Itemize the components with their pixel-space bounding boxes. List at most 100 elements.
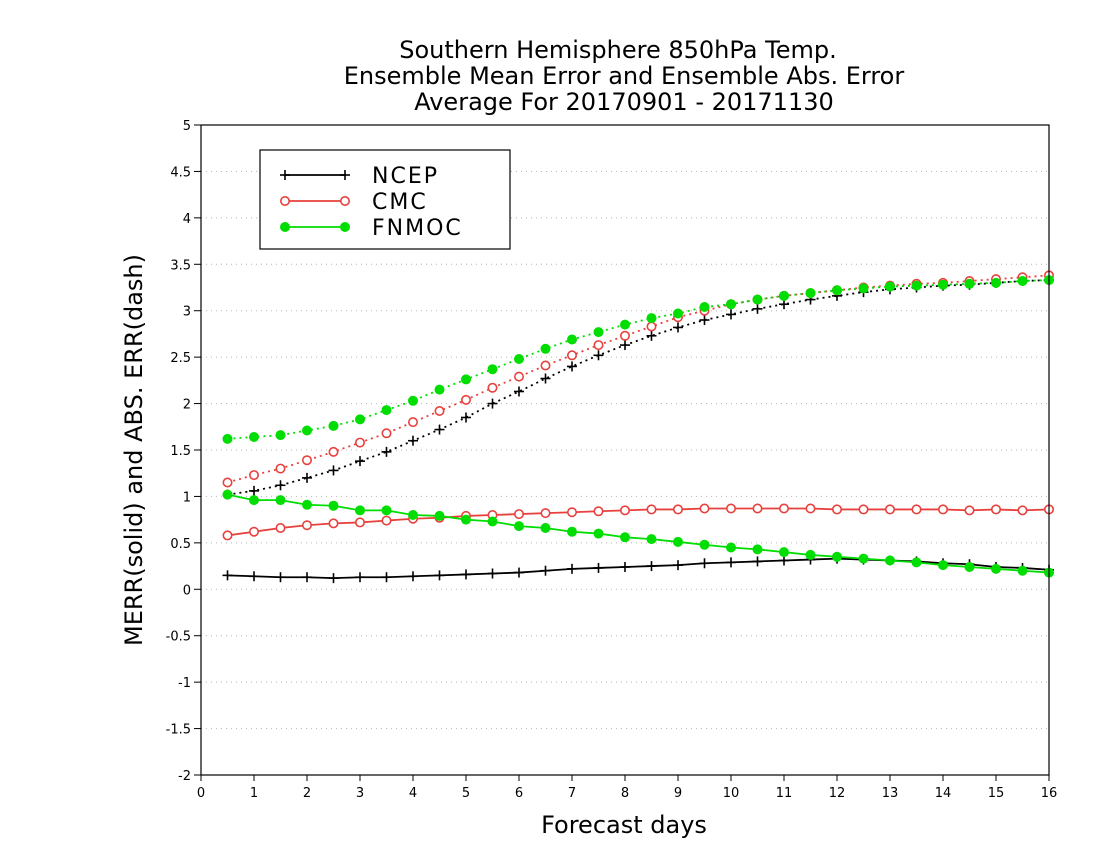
- ncep-merr-point: [381, 572, 392, 583]
- x-tick-label: 12: [829, 786, 846, 801]
- cmc-abs-err-point: [328, 446, 339, 457]
- legend-box: [259, 149, 511, 250]
- fnmoc-abs-err-point: [275, 430, 286, 441]
- cmc-abs-err-point: [513, 371, 524, 382]
- fnmoc-abs-err-point: [938, 279, 948, 290]
- cmc-abs-err-line: [227, 274, 1050, 484]
- series-fnmoc: [222, 275, 1054, 578]
- x-tick-label: 8: [621, 786, 629, 801]
- ncep-abs-err-point: [249, 485, 259, 496]
- ncep-abs-err-point: [593, 350, 604, 361]
- ncep-merr-point: [620, 562, 630, 572]
- ncep-abs-err-point: [408, 435, 418, 446]
- cmc-abs-err-point: [354, 437, 365, 448]
- ncep-merr-point: [752, 556, 763, 567]
- fnmoc-merr-point: [593, 528, 604, 539]
- fnmoc-abs-err-point: [487, 364, 498, 375]
- cmc-merr-point: [275, 522, 286, 533]
- fnmoc-merr-point: [355, 505, 365, 516]
- fnmoc-merr-point: [1017, 565, 1028, 576]
- fnmoc-abs-err-point: [726, 299, 736, 310]
- fnmoc-abs-err-point: [911, 280, 922, 291]
- cmc-merr-point: [566, 507, 577, 518]
- legend-item-fnmoc: FNMOC: [280, 216, 463, 241]
- x-tick-label: 4: [409, 786, 417, 801]
- fnmoc-abs-err-point: [593, 327, 604, 338]
- fnmoc-abs-err-point: [646, 313, 657, 324]
- ncep-merr-point: [434, 570, 445, 581]
- fnmoc-merr-point: [752, 544, 763, 555]
- fnmoc-merr-point: [487, 516, 498, 527]
- cmc-abs-err-point: [619, 330, 630, 341]
- y-tick-label: -1.5: [166, 723, 191, 738]
- y-tick-label: -0.5: [166, 630, 191, 645]
- fnmoc-abs-err-point: [964, 278, 975, 289]
- legend-label: CMC: [372, 190, 428, 215]
- fnmoc-merr-point: [911, 557, 922, 568]
- x-tick-label: 3: [356, 786, 364, 801]
- fnmoc-abs-err-point: [752, 294, 763, 305]
- ncep-merr-point: [699, 558, 710, 569]
- ncep-abs-err-point: [646, 330, 657, 341]
- y-tick-label: 2.5: [170, 351, 191, 366]
- ncep-merr-point: [461, 569, 471, 580]
- x-tick-label: 0: [197, 786, 205, 801]
- ncep-abs-err-point: [355, 456, 365, 467]
- ncep-merr-point: [355, 572, 365, 583]
- fnmoc-merr-point: [646, 534, 657, 545]
- x-tick-label: 6: [515, 786, 523, 801]
- cmc-merr-point: [354, 517, 365, 528]
- x-axis-ticks: 0 1 2 3 4 5 6 7 8 9 10 11 12 13 14 15 16: [197, 775, 1057, 801]
- fnmoc-abs-err-point: [673, 308, 683, 319]
- ncep-merr-point: [302, 572, 312, 583]
- ncep-merr-point: [540, 565, 551, 576]
- fnmoc-merr-point: [620, 532, 630, 543]
- y-tick-label: 0: [183, 583, 191, 598]
- legend-marker: [340, 170, 350, 180]
- grid-lines: [201, 170, 1049, 730]
- ncep-abs-err-point: [302, 472, 312, 483]
- fnmoc-abs-err-point: [381, 405, 392, 416]
- legend-marker: [280, 222, 290, 232]
- y-tick-label: 3.5: [170, 258, 191, 273]
- cmc-merr-point: [805, 503, 816, 514]
- cmc-merr-point: [249, 526, 260, 537]
- fnmoc-merr-point: [567, 526, 577, 537]
- fnmoc-abs-err-point: [540, 343, 551, 354]
- legend-label: FNMOC: [372, 216, 463, 241]
- cmc-abs-err-point: [593, 340, 604, 351]
- fnmoc-merr-point: [222, 489, 233, 500]
- x-tick-label: 14: [935, 786, 952, 801]
- cmc-merr-point: [858, 504, 869, 515]
- ncep-merr-point: [328, 573, 339, 584]
- fnmoc-abs-err-point: [699, 302, 710, 312]
- fnmoc-merr-point: [381, 505, 392, 516]
- cmc-merr-point: [619, 505, 630, 516]
- cmc-abs-err-point: [222, 477, 233, 488]
- cmc-merr-point: [593, 506, 604, 517]
- ncep-merr-point: [222, 570, 233, 581]
- cmc-merr-point: [646, 504, 657, 515]
- fnmoc-merr-point: [964, 562, 975, 572]
- cmc-abs-err-point: [407, 417, 418, 428]
- fnmoc-merr-point: [673, 536, 683, 547]
- fnmoc-abs-err-point: [355, 414, 365, 425]
- fnmoc-abs-err-point: [1017, 276, 1028, 286]
- y-tick-label: -1: [178, 676, 191, 691]
- cmc-abs-err-point: [460, 394, 471, 405]
- cmc-merr-point: [937, 504, 948, 515]
- legend-marker: [339, 196, 350, 207]
- cmc-merr-point: [381, 515, 392, 526]
- ncep-abs-err-point: [620, 340, 630, 351]
- fnmoc-merr-point: [779, 547, 789, 558]
- legend-marker: [279, 196, 290, 207]
- fnmoc-abs-err-line: [227, 279, 1050, 440]
- y-tick-label: 4: [183, 212, 191, 227]
- cmc-merr-point: [301, 520, 312, 531]
- y-tick-label: 1: [183, 490, 191, 505]
- x-tick-label: 15: [988, 786, 1005, 801]
- fnmoc-abs-err-point: [434, 384, 445, 395]
- fnmoc-merr-point: [832, 551, 842, 562]
